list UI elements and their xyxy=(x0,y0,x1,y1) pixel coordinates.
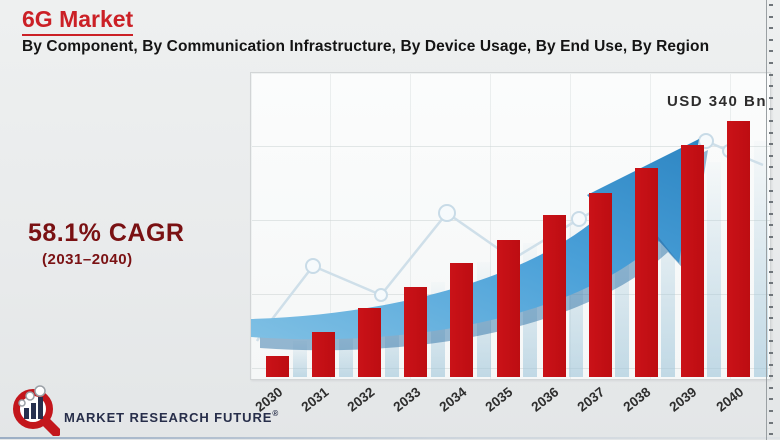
ruler-tick xyxy=(769,178,773,180)
ruler-tick xyxy=(769,154,773,157)
ruler-tick xyxy=(769,386,773,389)
ruler-tick xyxy=(769,96,773,99)
ruler-tick xyxy=(769,294,773,296)
ruler-tick xyxy=(769,352,773,354)
bottom-accent-line xyxy=(0,437,780,439)
ruler-tick xyxy=(769,363,773,366)
ruler-tick xyxy=(769,270,773,273)
ruler-tick xyxy=(769,131,773,134)
ruler-tick xyxy=(769,143,773,146)
ruler-tick xyxy=(769,38,773,41)
x-axis-label-2039: 2039 xyxy=(666,384,700,415)
ruler-tick xyxy=(769,15,773,18)
ruler-tick xyxy=(769,189,773,192)
ruler-tick xyxy=(769,282,773,285)
x-axis-label-2031: 2031 xyxy=(298,384,332,415)
bar-2034 xyxy=(450,263,474,377)
bar-2040 xyxy=(727,121,750,377)
ruler-tick xyxy=(769,108,773,111)
bar-2031 xyxy=(312,332,336,377)
bar-2030 xyxy=(266,356,289,377)
bar-2037 xyxy=(588,193,612,377)
bar-2036 xyxy=(542,215,566,377)
ruler-tick xyxy=(769,375,773,378)
ruler-tick xyxy=(769,201,773,204)
page-subtitle: By Component, By Communication Infrastru… xyxy=(22,38,710,55)
ruler-tick xyxy=(769,4,773,6)
ruler-tick xyxy=(769,120,773,122)
ruler-tick xyxy=(769,62,773,64)
bar-2039 xyxy=(680,145,704,377)
ruler-tick xyxy=(769,433,773,436)
ruler-tick xyxy=(769,224,773,227)
peak-value-label: USD 340 Bn xyxy=(666,93,767,110)
registered-mark: ® xyxy=(272,409,279,418)
cagr-highlight: 58.1% CAGR (2031–2040) xyxy=(28,219,184,268)
ruler-tick xyxy=(769,50,773,53)
brand-logo: MARKET RESEARCH FUTURE® xyxy=(10,384,278,436)
ruler-tick xyxy=(769,212,773,215)
ruler-tick xyxy=(769,410,773,412)
ghost-column xyxy=(707,162,722,377)
cagr-value: 58.1% CAGR xyxy=(28,219,185,247)
x-axis-label-2035: 2035 xyxy=(482,384,516,415)
ruler-tick xyxy=(769,317,773,320)
right-ruler xyxy=(766,0,773,440)
x-axis-label-2040: 2040 xyxy=(713,384,746,415)
ruler-tick xyxy=(769,166,773,169)
ruler-tick xyxy=(769,27,773,30)
x-axis-label-2037: 2037 xyxy=(574,384,608,415)
ruler-tick xyxy=(769,85,773,88)
page-title: 6G Market xyxy=(22,6,134,36)
ruler-tick xyxy=(769,421,773,424)
x-axis-label-2038: 2038 xyxy=(620,384,654,415)
bar-2035 xyxy=(496,240,520,377)
brand-logo-icon xyxy=(13,385,60,436)
arrow-body xyxy=(251,139,699,340)
bar-2038 xyxy=(634,168,658,377)
x-axis-label-2036: 2036 xyxy=(528,384,562,415)
ruler-tick xyxy=(769,247,773,250)
bar-chart-plot: USD 340 Bn xyxy=(250,72,771,380)
ruler-tick xyxy=(769,236,773,238)
ruler-tick xyxy=(769,398,773,401)
bar-2033 xyxy=(404,287,428,377)
ruler-tick xyxy=(769,340,773,343)
brand-name-text: MARKET RESEARCH FUTURE xyxy=(64,410,273,425)
cagr-period: (2031–2040) xyxy=(42,251,133,268)
ruler-tick xyxy=(769,259,773,262)
ruler-tick xyxy=(769,305,773,308)
ghost-column xyxy=(753,141,768,377)
x-axis-label-2033: 2033 xyxy=(390,384,424,415)
brand-name: MARKET RESEARCH FUTURE® xyxy=(64,409,278,425)
x-axis-label-2034: 2034 xyxy=(436,384,470,415)
bar-2032 xyxy=(358,308,382,377)
ruler-tick xyxy=(769,73,773,76)
x-axis-label-2032: 2032 xyxy=(344,384,378,415)
ruler-tick xyxy=(769,328,773,331)
